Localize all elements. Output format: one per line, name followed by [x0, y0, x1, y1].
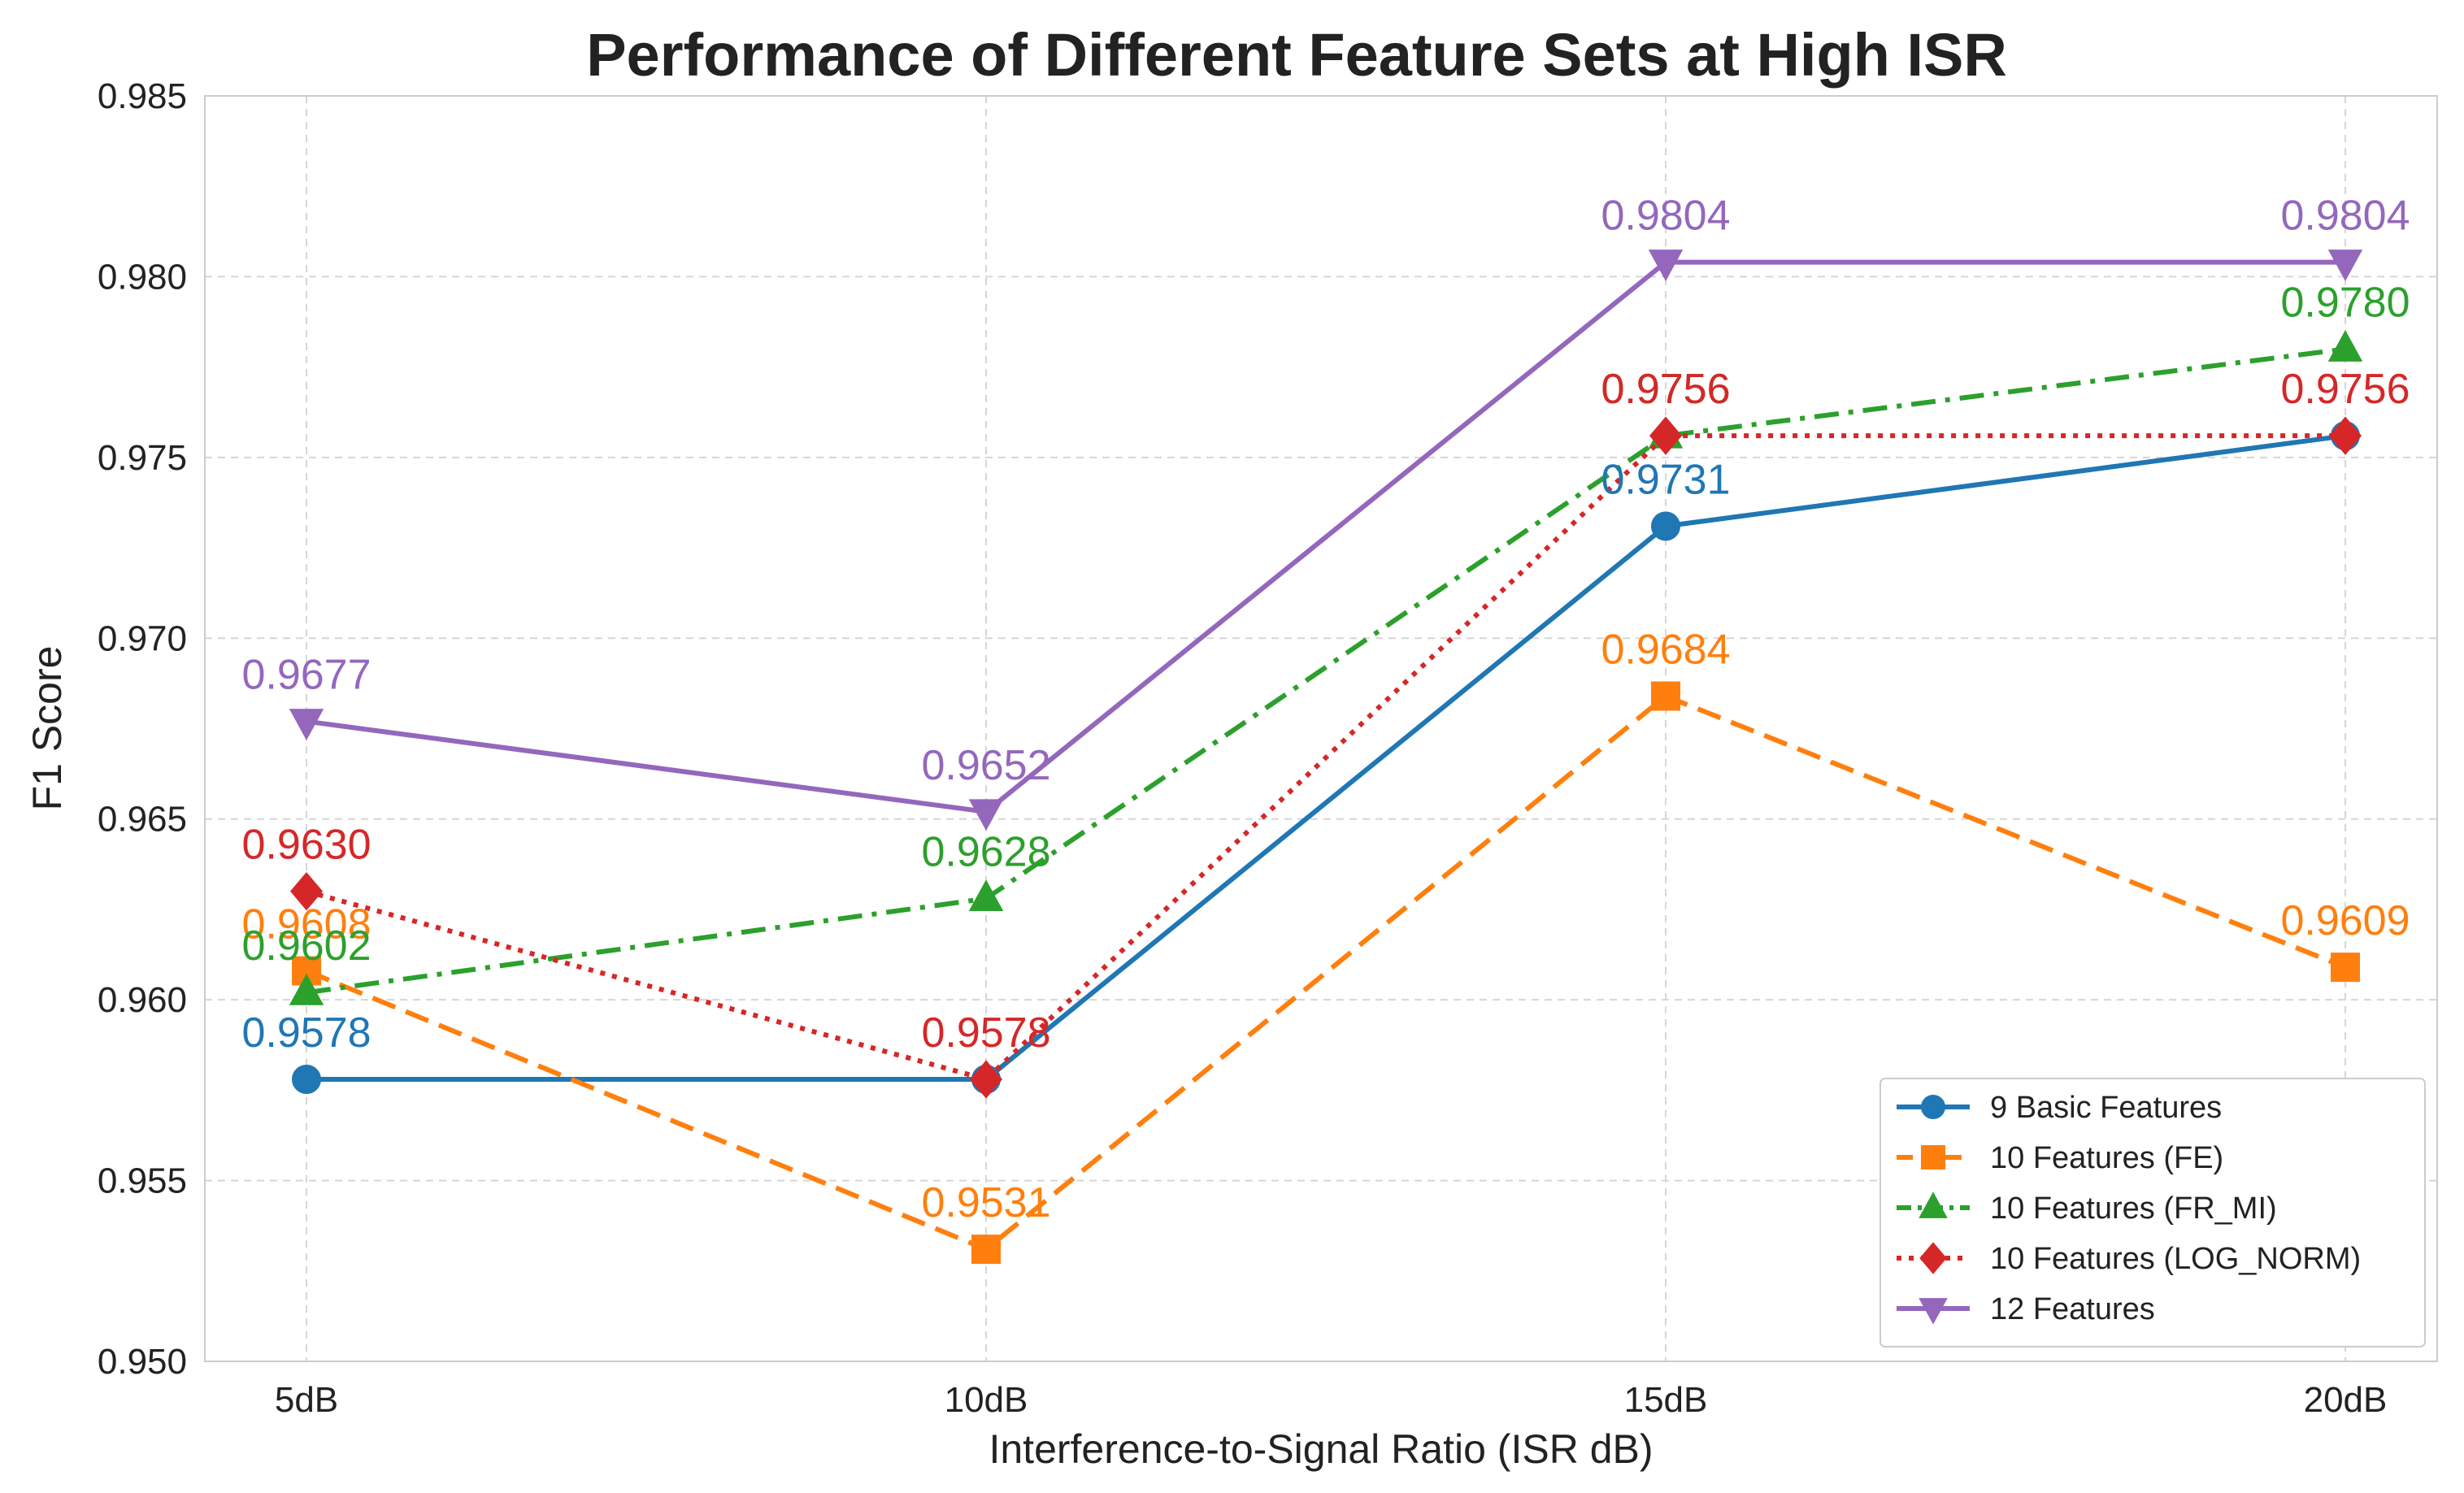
data-label-10-features-fr-mi: 0.9756 [1601, 366, 1730, 413]
data-label-10-features-fe: 0.9608 [241, 901, 371, 948]
data-label-10-features-fe: 0.9531 [921, 1179, 1050, 1226]
legend-frame [1880, 1078, 2426, 1348]
data-label-10-features-fr-mi: 0.9602 [241, 922, 371, 970]
marker-10-features-fe [2331, 953, 2360, 983]
legend-marker-10-features-fe [1921, 1145, 1945, 1170]
data-label-12-features: 0.9804 [1601, 193, 1730, 240]
marker-10-features-log-norm [969, 1060, 1003, 1099]
marker-10-features-log-norm [289, 872, 324, 911]
legend-marker-9-basic-features [1921, 1095, 1945, 1119]
data-label-9-basic-features: 0.9578 [241, 1009, 371, 1057]
data-label-12-features: 0.9677 [241, 652, 371, 699]
marker-10-features-fr-mi [2327, 330, 2363, 362]
x-tick-label: 15dB [1624, 1380, 1708, 1420]
x-axis-ticks: 5dB 10dB 15dB 20dB [275, 1380, 2388, 1420]
line-10-features-fe [305, 693, 2347, 1252]
marker-12-features [289, 709, 324, 740]
y-tick-label: 0.960 [98, 980, 187, 1020]
y-tick-label: 0.965 [98, 800, 187, 840]
chart-title: Performance of Different Feature Sets at… [586, 21, 2007, 89]
line-10-features-fr-mi [306, 346, 2346, 996]
data-label-10-features-log-norm: 0.9578 [921, 1009, 1050, 1057]
y-tick-label: 0.985 [98, 76, 187, 116]
marker-10-features-fe [971, 1235, 1001, 1265]
legend-marker-12-features [1919, 1298, 1948, 1325]
marker-12-features [2327, 250, 2363, 281]
series-10-features-log-norm [289, 416, 2362, 1099]
series-10-features-fr-mi [289, 330, 2363, 1005]
plot-frame [204, 95, 2438, 1362]
x-tick-label: 20dB [2304, 1380, 2388, 1420]
y-tick-label: 0.980 [98, 257, 187, 297]
y-tick-label: 0.950 [98, 1342, 187, 1382]
legend-label-12-features: 12 Features [1990, 1292, 2155, 1326]
data-label-10-features-log-norm: 0.9756 [2280, 366, 2410, 413]
line-12-features [306, 259, 2345, 814]
marker-10-features-log-norm [2328, 416, 2362, 455]
data-label-10-features-log-norm: 0.9756 [1601, 366, 1730, 413]
line-9-basic-features [306, 433, 2346, 1083]
marker-10-features-fe [1651, 681, 1680, 711]
legend: 9 Basic Features 10 Features (FE) 10 Featu… [1880, 1078, 2426, 1348]
marker-10-features-log-norm [1649, 416, 1683, 455]
data-label-12-features: 0.9804 [2280, 193, 2410, 240]
legend-label-9-basic-features: 9 Basic Features [1990, 1091, 2222, 1125]
data-label-12-features: 0.9652 [921, 742, 1050, 789]
data-label-10-features-fr-mi: 0.9780 [2280, 279, 2410, 326]
x-tick-label: 5dB [275, 1380, 338, 1420]
data-label-10-features-fe: 0.9609 [2280, 897, 2410, 944]
data-labels: 0.9578 0.9731 0.9608 0.9531 0.9684 0.9609 0.96… [241, 193, 2410, 1226]
y-axis-ticks: 0.950 0.955 0.960 0.965 0.970 0.975 0.980 0.985 [98, 76, 187, 1382]
y-tick-label: 0.955 [98, 1161, 187, 1201]
series-group [289, 250, 2363, 1265]
data-label-10-features-fe: 0.9684 [1601, 626, 1730, 673]
legend-label-10-features-fr-mi: 10 Features (FR_MI) [1990, 1191, 2277, 1226]
data-label-10-features-fr-mi: 0.9628 [921, 829, 1050, 876]
y-tick-label: 0.970 [98, 618, 187, 658]
marker-10-features-fr-mi [289, 973, 324, 1005]
marker-12-features [1648, 250, 1684, 281]
y-tick-label: 0.975 [98, 438, 187, 478]
line-10-features-log-norm [306, 433, 2345, 1083]
x-axis-label: Interference-to-Signal Ratio (ISR dB) [989, 1426, 1653, 1472]
marker-12-features [968, 799, 1004, 831]
data-label-9-basic-features: 0.9731 [1601, 456, 1730, 503]
legend-marker-10-features-fr-mi [1919, 1191, 1948, 1218]
marker-9-basic-features [1651, 511, 1680, 541]
series-10-features-fe [292, 681, 2360, 1265]
legend-label-10-features-fe: 10 Features (FE) [1990, 1141, 2223, 1175]
marker-9-basic-features [292, 1065, 321, 1095]
legend-marker-10-features-log-norm [1919, 1242, 1947, 1274]
y-axis-label: F1 Score [24, 646, 70, 811]
series-12-features [289, 250, 2363, 831]
legend-label-10-features-log-norm: 10 Features (LOG_NORM) [1990, 1242, 2361, 1276]
x-tick-label: 10dB [945, 1380, 1028, 1420]
marker-10-features-fr-mi [968, 879, 1004, 912]
data-label-10-features-log-norm: 0.9630 [241, 822, 371, 869]
